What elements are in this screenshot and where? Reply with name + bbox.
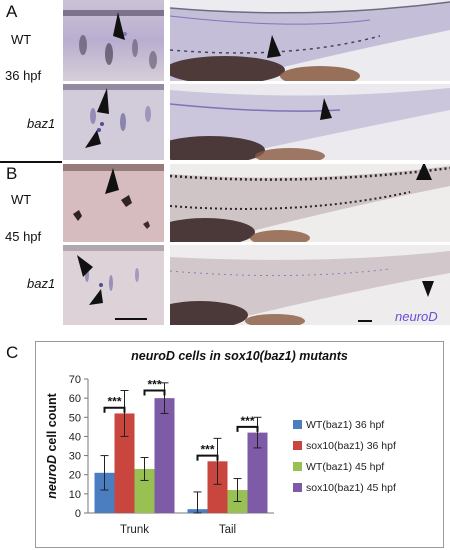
arrowhead-marker (113, 12, 125, 40)
row-label-wt-36: WT (11, 32, 32, 47)
scale-bar-embryo (358, 320, 372, 322)
arrowhead-marker (320, 98, 332, 120)
x-category-label: Trunk (120, 524, 149, 536)
bar-0-0 (94, 472, 115, 513)
arrowhead-marker (105, 168, 119, 194)
micrograph-b-wt-embryo (170, 164, 450, 242)
row-label-baz1-45: baz1 (27, 276, 56, 291)
bar-0-2 (134, 468, 155, 513)
bar-1-3 (247, 432, 268, 513)
y-tick-label: 60 (69, 393, 81, 405)
significance-label: *** (107, 395, 121, 409)
arrowhead-marker (85, 130, 101, 148)
micrograph-a-baz1-embryo (170, 84, 450, 160)
micrograph-a-wt-embryo (170, 0, 450, 81)
micrograph-b-baz1-embryo (170, 245, 450, 325)
micrograph-a-baz1-closeup (63, 84, 164, 160)
legend-item-sox36: sox10(baz1) 36 hpf (293, 440, 396, 452)
panel-letter-a: A (6, 2, 18, 21)
arrowhead-marker (416, 164, 432, 180)
significance-bracket (236, 425, 259, 432)
legend-item-wt45: WT(baz1) 45 hpf (293, 461, 384, 473)
micrograph-b-wt-closeup (63, 164, 164, 242)
y-tick-label: 0 (75, 508, 81, 520)
y-tick-label: 40 (69, 431, 81, 443)
significance-bracket (143, 389, 166, 396)
significance-bracket (103, 406, 126, 413)
panel-letter-b: B (6, 164, 18, 183)
arrowhead-marker (267, 35, 281, 58)
micrograph-b-baz1-closeup (63, 245, 164, 325)
y-tick-label: 50 (69, 412, 81, 424)
bar-0-1 (114, 413, 135, 513)
significance-bracket (196, 454, 219, 461)
bar-1-1 (207, 461, 228, 513)
chart-frame: neuroD cells in sox10(baz1) mutants 0 10 2… (35, 341, 444, 548)
y-tick-label: 20 (69, 470, 81, 482)
panel-letter-c: C (6, 343, 19, 362)
micrograph-a-wt-closeup (63, 0, 164, 81)
arrowhead-marker (77, 255, 93, 277)
row-label-wt-45: WT (11, 192, 32, 207)
stain-label: neuroD (395, 309, 438, 324)
significance-label: *** (240, 414, 254, 428)
significance-label: *** (200, 443, 214, 457)
legend-item-sox45: sox10(baz1) 45 hpf (293, 482, 396, 494)
row-label-baz1-36: baz1 (27, 116, 56, 131)
bar-chart: 0 10 20 30 40 50 60 70 neuroD cell count Trunk Tai… (45, 374, 274, 536)
x-category-label: Tail (219, 524, 236, 536)
legend-item-wt36: WT(baz1) 36 hpf (293, 419, 384, 431)
section-divider (0, 161, 62, 163)
significance-label: *** (147, 377, 161, 391)
scale-bar-closeup (115, 318, 147, 320)
row-label-stage-45: 45 hpf (5, 229, 42, 244)
y-tick-label: 70 (69, 374, 81, 386)
chart-title: neuroD cells in sox10(baz1) mutants (131, 349, 348, 363)
row-label-stage-36: 36 hpf (5, 68, 42, 83)
arrowhead-marker (89, 289, 103, 305)
y-axis-label: neuroD cell count (45, 392, 59, 498)
y-tick-label: 30 (69, 451, 81, 463)
arrowhead-marker (422, 281, 434, 297)
y-tick-label: 10 (69, 489, 81, 501)
bar-0-3 (154, 398, 175, 513)
arrowhead-marker (97, 88, 109, 114)
